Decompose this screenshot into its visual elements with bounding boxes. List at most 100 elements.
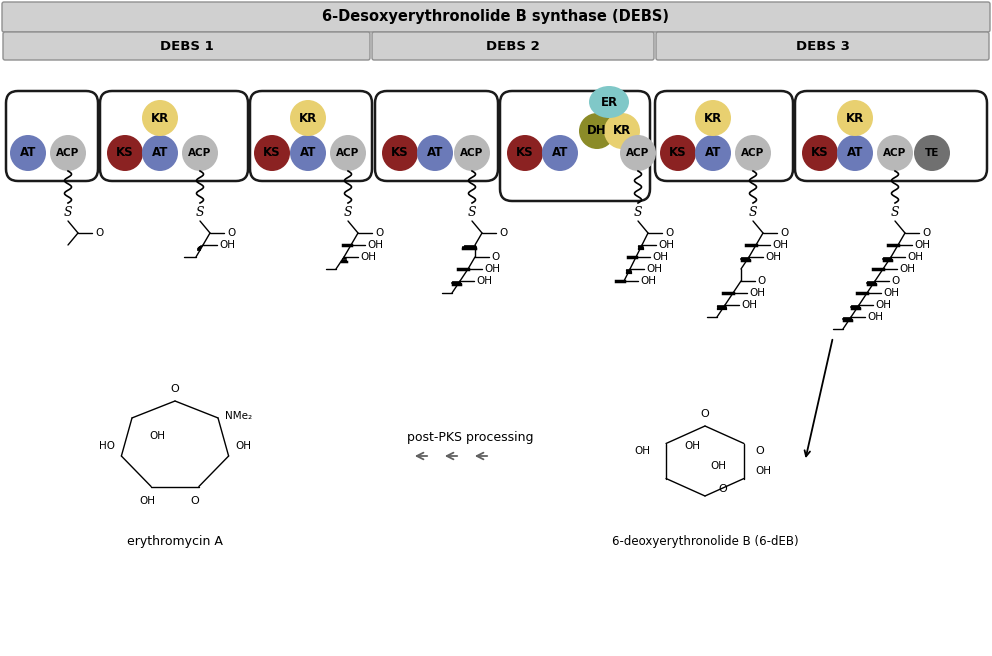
Text: OH: OH (367, 240, 383, 250)
Text: O: O (190, 496, 199, 506)
Text: O: O (171, 384, 180, 394)
Text: 6-deoxyerythronolide B (6-dEB): 6-deoxyerythronolide B (6-dEB) (612, 535, 799, 548)
Text: ACP: ACP (626, 148, 650, 158)
Text: OH: OH (907, 252, 923, 262)
Circle shape (837, 100, 873, 136)
Text: KR: KR (151, 112, 169, 125)
Text: S: S (749, 205, 757, 218)
Circle shape (254, 135, 290, 171)
FancyBboxPatch shape (795, 91, 987, 181)
Circle shape (695, 135, 731, 171)
Text: HO: HO (99, 441, 115, 451)
Circle shape (417, 135, 453, 171)
Text: AT: AT (20, 146, 36, 159)
Circle shape (579, 113, 615, 149)
Text: ER: ER (600, 96, 618, 108)
Text: KS: KS (116, 146, 134, 159)
Text: O: O (700, 409, 709, 419)
Circle shape (107, 135, 143, 171)
FancyBboxPatch shape (3, 32, 370, 60)
Text: OH: OH (710, 461, 726, 471)
Text: DEBS 2: DEBS 2 (486, 39, 540, 52)
Text: KS: KS (391, 146, 409, 159)
Text: O: O (922, 228, 930, 238)
Circle shape (802, 135, 838, 171)
FancyBboxPatch shape (372, 32, 654, 60)
Circle shape (454, 135, 490, 171)
FancyBboxPatch shape (655, 91, 793, 181)
Text: OH: OH (634, 446, 650, 456)
Circle shape (877, 135, 913, 171)
Text: OH: OH (755, 466, 771, 476)
Circle shape (290, 100, 326, 136)
Circle shape (507, 135, 543, 171)
Circle shape (50, 135, 86, 171)
Text: OH: OH (484, 264, 500, 274)
Text: O: O (891, 276, 900, 286)
Circle shape (290, 135, 326, 171)
Text: OH: OH (640, 276, 656, 286)
Text: KR: KR (846, 112, 864, 125)
Text: NMe₂: NMe₂ (225, 411, 252, 421)
Circle shape (660, 135, 696, 171)
Circle shape (330, 135, 366, 171)
Text: KS: KS (811, 146, 828, 159)
Text: OH: OH (360, 252, 376, 262)
Text: OH: OH (883, 288, 899, 298)
Text: ACP: ACP (57, 148, 79, 158)
Circle shape (542, 135, 578, 171)
Text: O: O (780, 228, 789, 238)
Circle shape (735, 135, 771, 171)
FancyBboxPatch shape (375, 91, 498, 181)
Text: OH: OH (139, 496, 155, 506)
Circle shape (10, 135, 46, 171)
Text: S: S (195, 205, 204, 218)
Text: OH: OH (684, 441, 700, 451)
Text: OH: OH (476, 276, 492, 286)
Circle shape (182, 135, 218, 171)
Text: AT: AT (847, 146, 863, 159)
Text: O: O (718, 484, 727, 494)
Text: O: O (491, 252, 499, 262)
Text: erythromycin A: erythromycin A (127, 535, 223, 548)
Text: KR: KR (299, 112, 317, 125)
Text: post-PKS processing: post-PKS processing (407, 431, 534, 444)
Circle shape (604, 113, 640, 149)
Text: OH: OH (867, 312, 883, 322)
Text: O: O (375, 228, 383, 238)
Text: KS: KS (516, 146, 534, 159)
Text: OH: OH (235, 441, 251, 451)
Text: OH: OH (741, 300, 757, 310)
Circle shape (142, 135, 178, 171)
Text: OH: OH (219, 240, 235, 250)
Text: KR: KR (704, 112, 722, 125)
Text: S: S (343, 205, 352, 218)
Circle shape (695, 100, 731, 136)
Text: OH: OH (914, 240, 930, 250)
Text: AT: AT (427, 146, 443, 159)
Text: O: O (499, 228, 507, 238)
Text: KR: KR (613, 125, 631, 138)
Text: TE: TE (925, 148, 939, 158)
Text: O: O (227, 228, 235, 238)
Text: OH: OH (772, 240, 788, 250)
Text: O: O (95, 228, 103, 238)
FancyBboxPatch shape (656, 32, 989, 60)
Text: OH: OH (899, 264, 915, 274)
Text: S: S (891, 205, 900, 218)
Text: DEBS 3: DEBS 3 (796, 39, 849, 52)
Text: ACP: ACP (460, 148, 484, 158)
Text: S: S (634, 205, 642, 218)
Text: ACP: ACP (336, 148, 360, 158)
Text: OH: OH (652, 252, 668, 262)
Text: O: O (755, 446, 764, 456)
Text: OH: OH (658, 240, 674, 250)
FancyBboxPatch shape (2, 2, 990, 32)
Text: OH: OH (749, 288, 765, 298)
Circle shape (914, 135, 950, 171)
Text: OH: OH (765, 252, 781, 262)
Text: S: S (467, 205, 476, 218)
Text: AT: AT (152, 146, 169, 159)
Text: AT: AT (704, 146, 721, 159)
FancyBboxPatch shape (250, 91, 372, 181)
